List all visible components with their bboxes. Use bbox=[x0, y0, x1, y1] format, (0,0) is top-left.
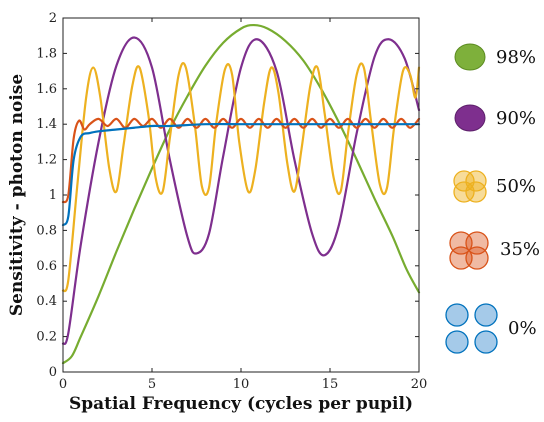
y-axis: 0 0.2 0.4 0.6 0.8 1 1.2 1.4 1.6 1.8 2 bbox=[36, 11, 419, 380]
legend-icon-98 bbox=[454, 43, 486, 71]
y-tick-label: 1.8 bbox=[36, 46, 57, 61]
y-tick-label: 1.6 bbox=[36, 82, 57, 97]
legend-label-98: 98% bbox=[496, 47, 536, 68]
x-tick-label: 20 bbox=[411, 377, 428, 392]
y-axis-title: Sensitivity - photon noise bbox=[7, 74, 27, 317]
x-tick-label: 15 bbox=[322, 377, 339, 392]
legend-disc bbox=[453, 170, 475, 192]
y-tick-label: 1.2 bbox=[36, 153, 57, 168]
legend-disc bbox=[454, 104, 486, 132]
legend-disc bbox=[454, 43, 486, 71]
x-axis: 0 5 10 15 20 bbox=[59, 18, 427, 392]
legend-disc bbox=[465, 170, 487, 192]
series-line-98pct bbox=[61, 23, 421, 365]
legend-item-90: 90% bbox=[454, 104, 536, 132]
legend-disc bbox=[449, 246, 473, 270]
legend-label-90: 90% bbox=[496, 108, 536, 129]
x-tick-label: 10 bbox=[233, 377, 250, 392]
plot-lines bbox=[61, 23, 421, 365]
y-tick-label: 1 bbox=[49, 188, 57, 203]
series-line-50pct bbox=[61, 61, 421, 293]
legend-disc bbox=[474, 303, 498, 327]
legend-disc bbox=[465, 181, 487, 203]
y-tick-label: 0.2 bbox=[36, 330, 57, 345]
series-line-90pct bbox=[61, 36, 421, 346]
y-tick-label: 2 bbox=[49, 11, 57, 26]
legend-item-98: 98% bbox=[454, 43, 536, 71]
legend-item-0: 0% bbox=[445, 303, 537, 354]
y-tick-label: 0.4 bbox=[36, 294, 57, 309]
legend-disc bbox=[465, 246, 489, 270]
x-tick-label: 5 bbox=[148, 377, 156, 392]
legend-label-50: 50% bbox=[496, 176, 536, 197]
x-axis-title: Spatial Frequency (cycles per pupil) bbox=[69, 394, 413, 414]
legend-disc bbox=[474, 330, 498, 354]
legend-icon-0 bbox=[445, 303, 498, 354]
legend: 98% 90% 50% 35 bbox=[445, 43, 540, 354]
y-tick-label: 1.4 bbox=[36, 117, 57, 132]
series-line-35pct bbox=[61, 117, 421, 204]
x-tick-label: 0 bbox=[59, 377, 67, 392]
y-tick-label: 0.8 bbox=[36, 223, 57, 238]
legend-disc bbox=[445, 303, 469, 327]
legend-disc bbox=[453, 181, 475, 203]
legend-disc bbox=[445, 330, 469, 354]
y-tick-label: 0.6 bbox=[36, 259, 57, 274]
legend-icon-35 bbox=[449, 231, 489, 270]
legend-item-35: 35% bbox=[449, 231, 540, 270]
legend-item-50: 50% bbox=[453, 170, 536, 203]
legend-label-35: 35% bbox=[500, 239, 540, 260]
y-tick-label: 0 bbox=[49, 365, 57, 380]
legend-label-0: 0% bbox=[508, 318, 537, 339]
legend-icon-90 bbox=[454, 104, 486, 132]
legend-icon-50 bbox=[453, 170, 487, 203]
series-line-0pct bbox=[61, 122, 421, 227]
